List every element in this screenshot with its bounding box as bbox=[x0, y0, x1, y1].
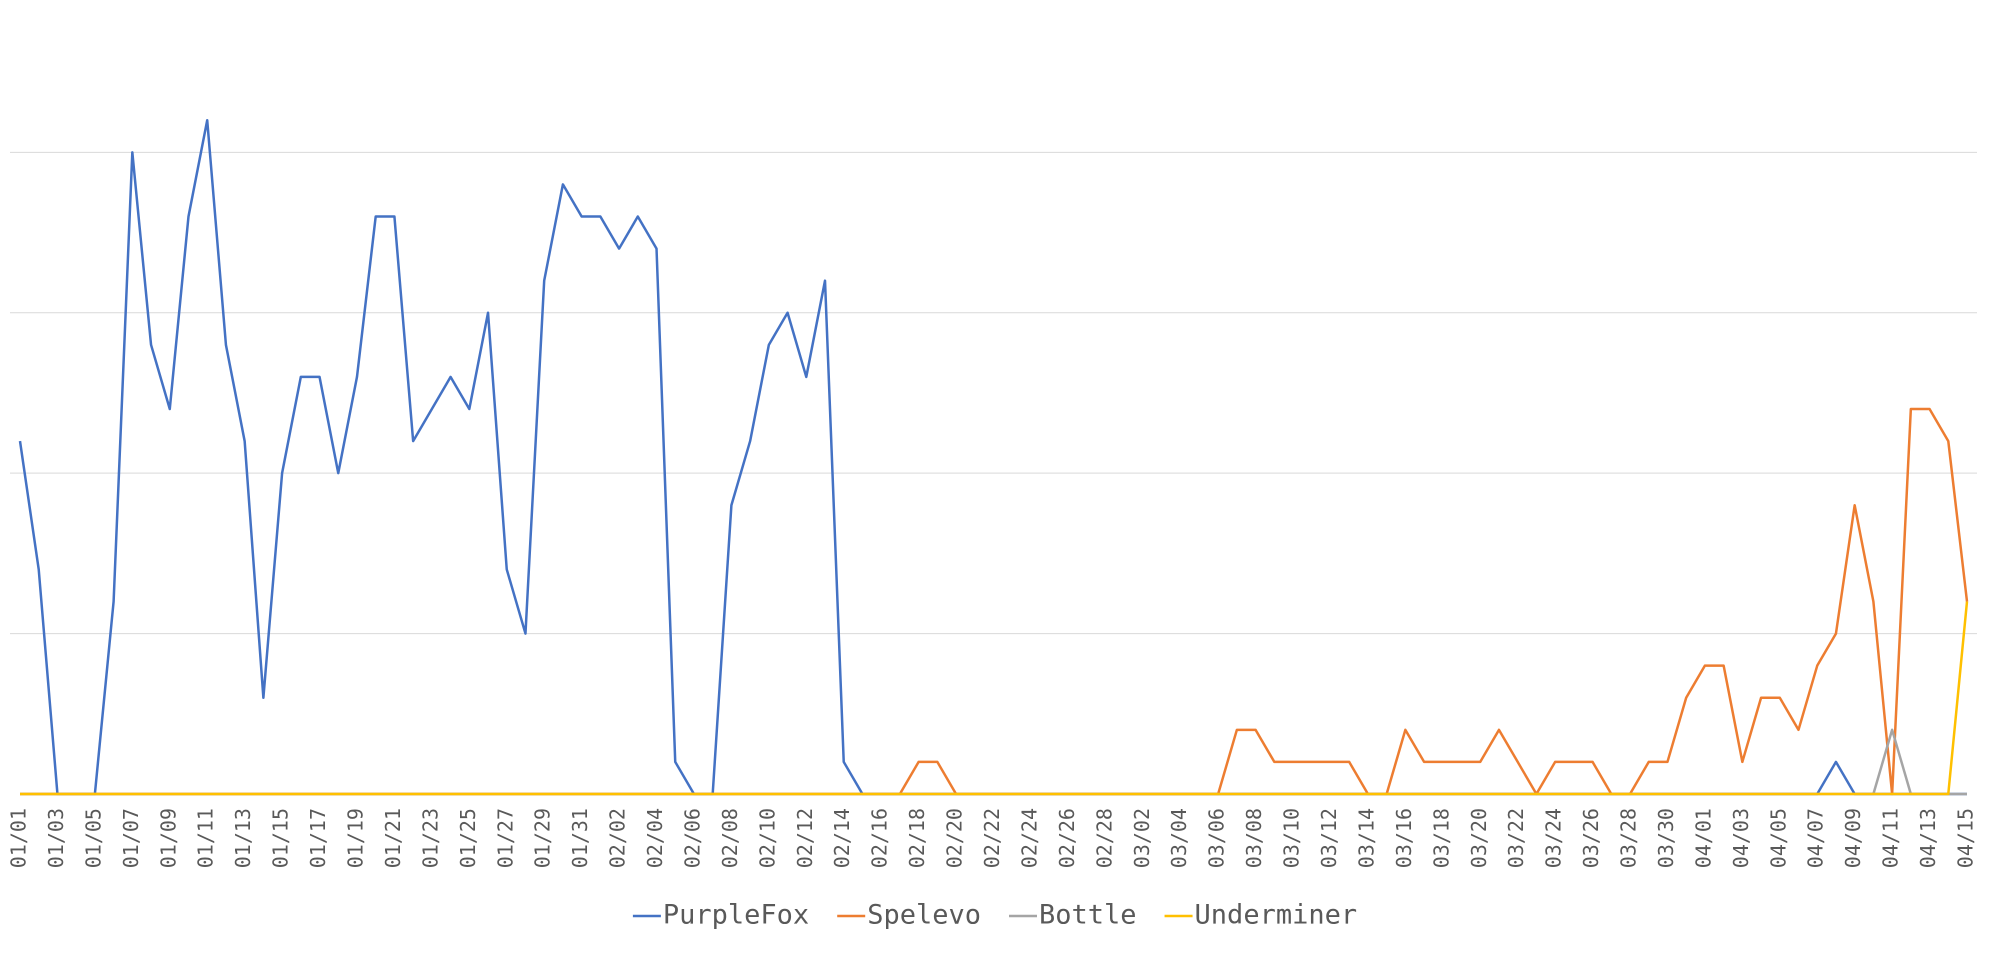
x-tick-label: 03/22 bbox=[1504, 808, 1528, 868]
x-tick-label: 02/14 bbox=[830, 808, 854, 868]
x-tick-label: 02/18 bbox=[905, 808, 929, 868]
series-line bbox=[20, 601, 1969, 796]
x-tick-label: 01/19 bbox=[343, 808, 367, 868]
x-tick-label: 04/07 bbox=[1804, 808, 1828, 868]
x-tick-label: 03/02 bbox=[1130, 808, 1154, 868]
x-tick-label: 03/04 bbox=[1167, 808, 1191, 868]
x-tick-label: 04/11 bbox=[1879, 808, 1903, 868]
x-tick-label: 01/21 bbox=[381, 808, 405, 868]
x-tick-label: 03/14 bbox=[1354, 808, 1378, 868]
x-tick-label: 03/24 bbox=[1542, 808, 1566, 868]
x-tick-label: 01/31 bbox=[568, 808, 592, 868]
x-tick-label: 01/11 bbox=[194, 808, 218, 868]
x-tick-label: 02/12 bbox=[793, 808, 817, 868]
x-tick-label: 02/02 bbox=[606, 808, 630, 868]
x-tick-label: 01/29 bbox=[531, 808, 555, 868]
x-tick-label: 01/09 bbox=[156, 808, 180, 868]
x-tick-label: 03/10 bbox=[1280, 808, 1304, 868]
x-tick-label: 02/16 bbox=[868, 808, 892, 868]
legend-label: PurpleFox bbox=[663, 900, 809, 931]
x-tick-label: 01/17 bbox=[306, 808, 330, 868]
x-tick-label: 02/24 bbox=[1017, 808, 1041, 868]
x-tick-label: 02/28 bbox=[1092, 808, 1116, 868]
x-tick-label: 04/13 bbox=[1916, 808, 1940, 868]
x-tick-label: 02/22 bbox=[980, 808, 1004, 868]
series-line bbox=[18, 119, 1967, 796]
x-tick-label: 01/23 bbox=[418, 808, 442, 868]
x-tick-label: 01/05 bbox=[81, 808, 105, 868]
x-tick-label: 03/12 bbox=[1317, 808, 1341, 868]
x-tick-label: 04/05 bbox=[1766, 808, 1790, 868]
x-tick-label: 04/01 bbox=[1691, 808, 1715, 868]
x-tick-label: 01/13 bbox=[231, 808, 255, 868]
x-tick-label: 01/15 bbox=[269, 808, 293, 868]
x-tick-label: 04/09 bbox=[1841, 808, 1865, 868]
x-tick-label: 03/20 bbox=[1467, 808, 1491, 868]
x-tick-label: 02/04 bbox=[643, 808, 667, 868]
x-tick-label: 02/10 bbox=[755, 808, 779, 868]
legend-label: Underminer bbox=[1195, 900, 1358, 931]
x-tick-label: 03/28 bbox=[1617, 808, 1641, 868]
x-tick-label: 03/26 bbox=[1579, 808, 1603, 868]
x-tick-label: 03/08 bbox=[1242, 808, 1266, 868]
x-tick-label: 04/03 bbox=[1729, 808, 1753, 868]
x-tick-label: 01/01 bbox=[7, 808, 31, 868]
x-tick-label: 01/27 bbox=[493, 808, 517, 868]
legend: PurpleFox Spelevo Bottle Underminer bbox=[632, 900, 1358, 931]
x-tick-label: 04/15 bbox=[1954, 808, 1978, 868]
x-tick-label: 01/07 bbox=[119, 808, 143, 868]
x-tick-label: 01/25 bbox=[456, 808, 480, 868]
x-tick-label: 02/06 bbox=[680, 808, 704, 868]
x-tick-label: 02/08 bbox=[718, 808, 742, 868]
legend-label: Bottle bbox=[1039, 900, 1137, 931]
x-tick-label: 03/16 bbox=[1392, 808, 1416, 868]
legend-label: Spelevo bbox=[867, 900, 981, 931]
x-tick-label: 03/18 bbox=[1429, 808, 1453, 868]
x-tick-label: 01/03 bbox=[44, 808, 68, 868]
x-tick-label: 02/20 bbox=[943, 808, 967, 868]
x-tick-label: 02/26 bbox=[1055, 808, 1079, 868]
x-tick-label: 03/30 bbox=[1654, 808, 1678, 868]
x-tick-label: 03/06 bbox=[1205, 808, 1229, 868]
series-line bbox=[20, 407, 1969, 796]
